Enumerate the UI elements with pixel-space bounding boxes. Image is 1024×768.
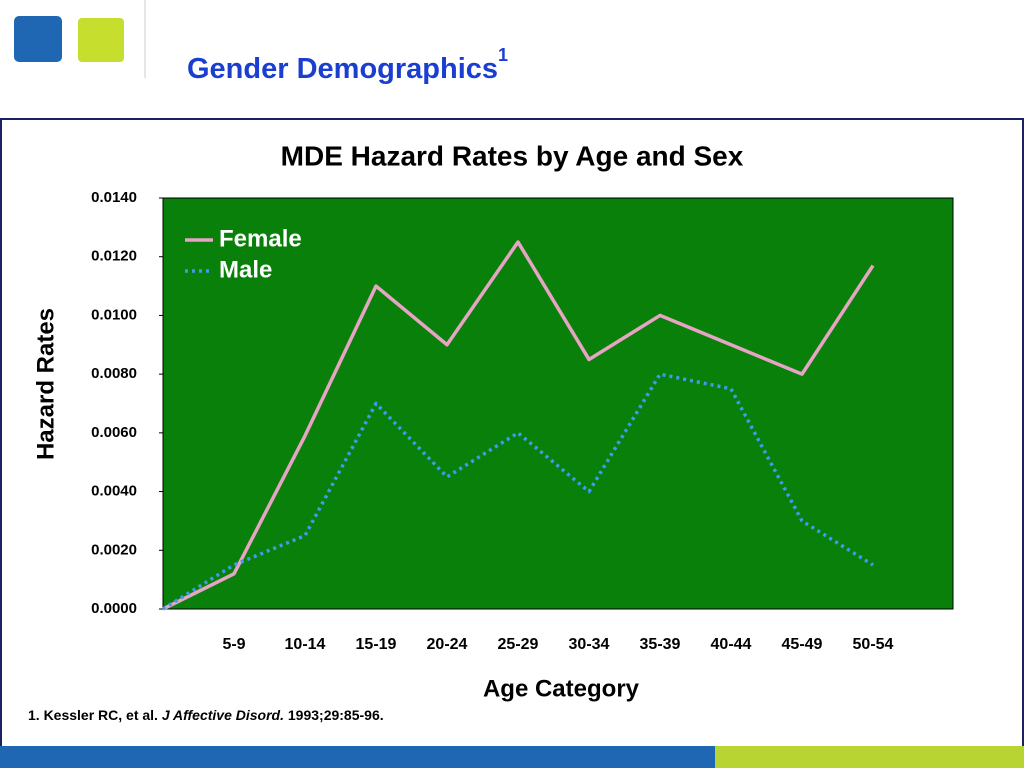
x-tick-label: 50-54 <box>853 636 894 653</box>
y-tick-label: 0.0140 <box>91 189 137 206</box>
x-tick-label: 40-44 <box>711 636 752 653</box>
slide-title-superscript: 1 <box>498 45 508 65</box>
footnote: 1. Kessler RC, et al. J Affective Disord… <box>28 707 384 723</box>
x-tick-label: 5-9 <box>222 636 245 653</box>
logo-blue <box>14 16 62 62</box>
series-line <box>162 372 874 611</box>
y-axis-label: Hazard Rates <box>32 308 59 460</box>
y-tick-label: 0.0120 <box>91 248 137 265</box>
plot: 0.0000 0.0020 0.0040 0.0060 0.0080 0.0100 0.01… <box>91 189 954 653</box>
y-tick-label: 0.0040 <box>91 483 137 500</box>
slide-title-text: Gender Demographics <box>187 53 498 85</box>
x-tick-label: 10-14 <box>285 636 326 653</box>
y-tick-label: 0.0080 <box>91 365 137 382</box>
y-tick-label: 0.0060 <box>91 424 137 441</box>
x-tick-label: 30-34 <box>569 636 610 653</box>
footnote-authors: 1. Kessler RC, et al. <box>28 707 158 723</box>
x-tick-label: 45-49 <box>782 636 823 653</box>
x-axis-label: Age Category <box>483 675 640 702</box>
plot-area <box>162 197 954 610</box>
footnote-journal: J Affective Disord. <box>162 707 284 723</box>
x-tick-label: 15-19 <box>356 636 397 653</box>
slide-title: Gender Demographics1 <box>187 45 508 85</box>
footer-bar-blue <box>0 746 715 768</box>
y-tick-label: 0.0020 <box>91 541 137 558</box>
y-tick-label: 0.0000 <box>91 600 137 617</box>
x-tick-label: 25-29 <box>498 636 539 653</box>
x-tick-label: 35-39 <box>640 636 681 653</box>
legend-label: Female <box>219 225 302 252</box>
logo-green <box>78 18 124 62</box>
y-tick-label: 0.0100 <box>91 306 137 323</box>
legend-label: Male <box>219 256 272 283</box>
chart-title: MDE Hazard Rates by Age and Sex <box>281 140 744 171</box>
series-line <box>162 240 875 611</box>
x-tick-label: 20-24 <box>427 636 468 653</box>
footnote-citation: 1993;29:85-96. <box>288 707 384 723</box>
footer-bar-green <box>715 746 1024 768</box>
